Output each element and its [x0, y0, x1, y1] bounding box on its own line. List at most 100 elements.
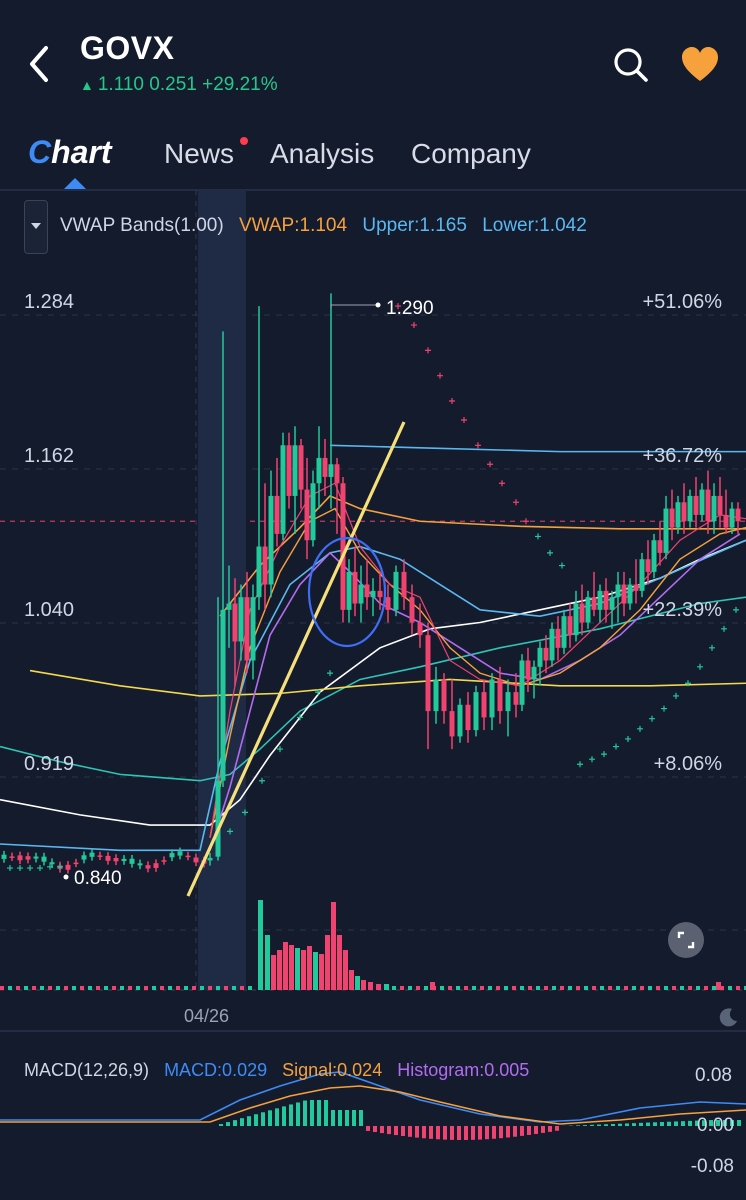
indicator-name: VWAP Bands(1.00)	[60, 215, 224, 236]
volume-bar	[576, 986, 580, 990]
candle-body	[25, 856, 31, 860]
candle-body	[262, 546, 268, 585]
sar-marker	[7, 865, 13, 872]
volume-bar	[368, 982, 373, 990]
sar-marker	[577, 761, 583, 768]
lower-band-value: Lower:1.042	[482, 215, 587, 236]
volume-bar	[176, 986, 180, 990]
volume-bar	[160, 986, 164, 990]
candle-body	[409, 597, 415, 623]
volume-bar	[120, 986, 124, 990]
candle-body	[17, 855, 23, 861]
candle-body	[513, 692, 519, 705]
volume-bar	[440, 986, 444, 990]
parabolic-sar	[7, 303, 739, 872]
volume-bar	[648, 986, 652, 990]
sar-marker	[709, 644, 715, 651]
candle-body	[304, 489, 310, 541]
histogram-bar	[499, 1126, 503, 1139]
volume-bar	[313, 952, 318, 990]
volume-bar	[40, 986, 44, 990]
volume-bar	[337, 935, 342, 990]
vwap-upper-band-line	[329, 444, 746, 453]
volume-bar	[608, 986, 612, 990]
candle-body	[555, 628, 561, 648]
volume-bar	[349, 970, 354, 990]
candle-body	[711, 495, 717, 522]
histogram-bar	[590, 1124, 594, 1126]
back-chevron-icon[interactable]	[22, 42, 58, 86]
candle-body	[717, 495, 723, 515]
volume-bar	[448, 986, 452, 990]
histogram-bar	[359, 1110, 363, 1126]
tab-bar: Chart News Analysis Company	[0, 120, 746, 190]
histogram-bar	[653, 1122, 657, 1126]
sar-marker	[449, 397, 455, 404]
ticker-symbol: GOVX	[80, 30, 175, 66]
candle-body	[256, 546, 262, 598]
volume-bar	[376, 984, 381, 990]
y-tick-label: 1.162	[24, 445, 74, 467]
sar-marker	[242, 809, 248, 816]
candle-body	[627, 584, 633, 604]
histogram-bar	[681, 1121, 685, 1126]
heart-icon[interactable]	[680, 46, 720, 84]
chart-grid	[0, 190, 746, 1032]
sar-marker	[589, 756, 595, 763]
volume-bar	[696, 986, 700, 990]
tab-company[interactable]: Company	[411, 138, 531, 169]
indicator-legend: VWAP Bands(1.00) VWAP:1.104 Upper:1.165 …	[0, 200, 746, 254]
fullscreen-expand-button[interactable]	[668, 922, 704, 958]
search-icon[interactable]	[612, 46, 650, 84]
candle-body	[65, 864, 71, 870]
candle-body	[238, 597, 244, 642]
histogram-bar	[709, 1120, 713, 1126]
macd-pane	[0, 1071, 746, 1140]
volume-bar	[560, 986, 564, 990]
volume-bar	[232, 986, 236, 990]
candle-body	[567, 616, 573, 636]
histogram-bar	[611, 1123, 615, 1126]
tab-news[interactable]: News	[164, 138, 235, 169]
candle-body	[316, 457, 322, 484]
volume-bar	[408, 986, 412, 990]
y-tick-label: 0.919	[24, 753, 74, 775]
volume-bar	[301, 950, 306, 990]
volume-bar	[104, 986, 108, 990]
histogram-bar	[506, 1126, 510, 1138]
volume-bar	[616, 986, 620, 990]
axis-labels: 1.284 1.162 1.040 0.919 +51.06% +36.72% …	[24, 291, 734, 1177]
candle-body	[609, 597, 615, 610]
volume-bar	[472, 986, 476, 990]
candle-body	[603, 590, 609, 610]
moon-icon[interactable]	[718, 1006, 740, 1028]
candle-body	[250, 597, 256, 661]
sar-marker	[673, 692, 679, 699]
pct-tick-label: +36.72%	[642, 445, 722, 467]
sar-marker	[227, 828, 233, 835]
volume-bar	[258, 900, 263, 990]
news-notification-dot	[240, 137, 248, 145]
volume-bar	[192, 986, 196, 990]
tab-analysis[interactable]: Analysis	[270, 138, 375, 169]
volume-bar	[168, 986, 172, 990]
candle-body	[537, 647, 543, 667]
tab-chart[interactable]: Chart	[28, 134, 112, 170]
volume-bar	[24, 986, 28, 990]
candle-body	[352, 571, 358, 604]
histogram-bar	[373, 1126, 377, 1133]
candle-body	[699, 489, 705, 515]
sar-marker	[475, 442, 481, 449]
sar-marker	[547, 549, 553, 556]
histogram-bar	[541, 1126, 545, 1133]
histogram-bar	[527, 1126, 531, 1135]
volume-bar	[295, 948, 300, 990]
histogram-bar	[338, 1110, 342, 1126]
volume-bar	[528, 986, 532, 990]
candle-body	[268, 495, 274, 585]
histogram-bar	[583, 1125, 587, 1126]
indicator-dropdown-toggle[interactable]	[24, 200, 48, 254]
price-chart[interactable]: 1.284 1.162 1.040 0.919 +51.06% +36.72% …	[0, 190, 746, 1200]
histogram-bar	[730, 1120, 734, 1126]
histogram-bar	[303, 1100, 307, 1126]
